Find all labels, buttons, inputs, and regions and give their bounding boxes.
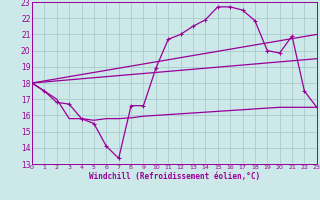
X-axis label: Windchill (Refroidissement éolien,°C): Windchill (Refroidissement éolien,°C) [89, 172, 260, 181]
